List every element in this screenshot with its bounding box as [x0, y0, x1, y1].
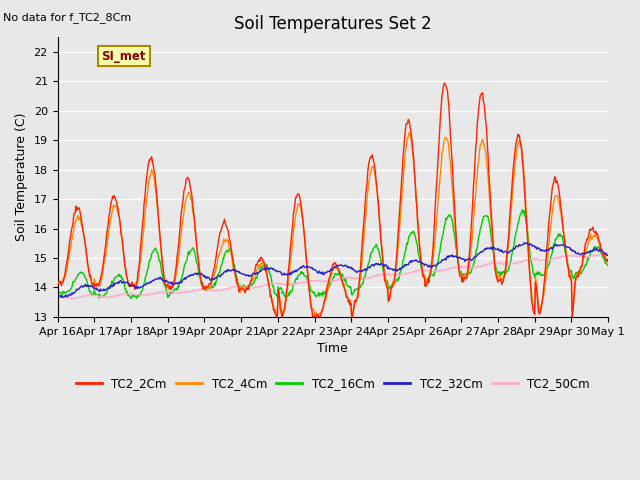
Y-axis label: Soil Temperature (C): Soil Temperature (C) — [15, 113, 28, 241]
TC2_50Cm — [63, 295, 71, 300]
TC2_50Cm — [177, 289, 185, 295]
TC2_2Cm — [54, 279, 61, 285]
TC2_4Cm — [176, 239, 184, 244]
Legend: TC2_2Cm, TC2_4Cm, TC2_16Cm, TC2_32Cm, TC2_50Cm: TC2_2Cm, TC2_4Cm, TC2_16Cm, TC2_32Cm, TC… — [71, 372, 595, 395]
TC2_4Cm — [273, 313, 281, 319]
TC2_2Cm — [401, 137, 408, 143]
TC2_16Cm — [401, 252, 408, 258]
Line: TC2_4Cm: TC2_4Cm — [58, 132, 608, 316]
TC2_4Cm — [417, 257, 425, 263]
Text: SI_met: SI_met — [102, 50, 146, 63]
TC2_50Cm — [600, 251, 608, 256]
TC2_16Cm — [63, 288, 71, 294]
TC2_2Cm — [120, 256, 128, 262]
TC2_50Cm — [417, 267, 424, 273]
TC2_2Cm — [417, 252, 424, 258]
TC2_2Cm — [604, 259, 612, 264]
TC2_50Cm — [68, 297, 76, 302]
TC2_4Cm — [406, 129, 413, 135]
TC2_4Cm — [401, 161, 408, 167]
TC2_4Cm — [54, 279, 61, 285]
Text: No data for f_TC2_8Cm: No data for f_TC2_8Cm — [3, 12, 131, 23]
TC2_16Cm — [120, 280, 128, 286]
TC2_16Cm — [54, 290, 61, 296]
TC2_4Cm — [120, 255, 128, 261]
TC2_32Cm — [521, 240, 529, 246]
Line: TC2_32Cm: TC2_32Cm — [58, 243, 608, 298]
TC2_50Cm — [604, 251, 612, 256]
TC2_16Cm — [518, 207, 526, 213]
TC2_32Cm — [401, 262, 408, 268]
TC2_2Cm — [310, 317, 317, 323]
TC2_16Cm — [604, 263, 612, 268]
TC2_2Cm — [205, 281, 213, 287]
Title: Soil Temperatures Set 2: Soil Temperatures Set 2 — [234, 15, 431, 33]
TC2_2Cm — [63, 256, 71, 262]
Line: TC2_2Cm: TC2_2Cm — [58, 83, 608, 320]
TC2_4Cm — [604, 256, 612, 262]
TC2_50Cm — [206, 288, 214, 293]
TC2_32Cm — [417, 259, 424, 265]
TC2_32Cm — [65, 292, 72, 298]
TC2_32Cm — [177, 279, 185, 285]
TC2_16Cm — [417, 260, 424, 266]
TC2_32Cm — [54, 293, 61, 299]
TC2_32Cm — [121, 279, 129, 285]
TC2_32Cm — [206, 276, 214, 282]
Line: TC2_16Cm: TC2_16Cm — [58, 210, 608, 299]
TC2_32Cm — [604, 253, 612, 259]
TC2_4Cm — [205, 284, 213, 290]
TC2_2Cm — [176, 225, 184, 231]
TC2_50Cm — [121, 291, 129, 297]
X-axis label: Time: Time — [317, 342, 348, 355]
TC2_4Cm — [63, 264, 71, 269]
TC2_16Cm — [177, 277, 185, 283]
TC2_16Cm — [132, 296, 140, 301]
TC2_32Cm — [59, 295, 67, 300]
TC2_16Cm — [206, 286, 214, 292]
Line: TC2_50Cm: TC2_50Cm — [58, 253, 608, 300]
TC2_50Cm — [401, 271, 408, 277]
TC2_50Cm — [54, 294, 61, 300]
TC2_2Cm — [440, 80, 448, 86]
